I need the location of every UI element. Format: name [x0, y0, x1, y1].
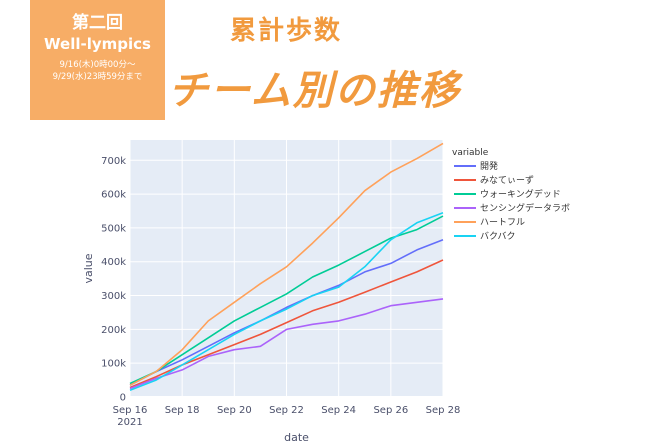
y-tick-label: 700k — [101, 156, 126, 167]
series-line — [129, 239, 444, 386]
y-tick-label: 300k — [101, 291, 126, 302]
headline-secondary: チーム別の推移 — [168, 68, 461, 114]
x-axis-title: date — [284, 431, 309, 444]
legend-label: バクバク — [480, 231, 516, 242]
y-axis-title: value — [82, 253, 95, 283]
series-line — [129, 211, 444, 391]
y-tick-label: 400k — [101, 257, 126, 268]
badge-subtitle: Well-lympics — [44, 35, 151, 53]
event-badge: 第二回 Well-lympics 9/16(木)0時00分〜 9/29(水)23… — [30, 0, 165, 120]
badge-title: 第二回 — [72, 13, 123, 33]
series-line — [129, 298, 444, 390]
badge-date-end: 9/29(水)23時59分まで — [52, 72, 143, 82]
y-tick-label: 200k — [101, 325, 126, 336]
x-tick-label: Sep 18 — [165, 405, 200, 416]
series-line — [129, 215, 444, 385]
x-tick-label: Sep 16 — [113, 405, 148, 416]
x-tick-label: Sep 26 — [373, 405, 408, 416]
legend-label: センシングデータラボ — [480, 202, 570, 214]
x-tick-sublabel: 2021 — [117, 417, 142, 428]
legend-label: ハートフル — [480, 218, 525, 228]
legend-label: 開発 — [480, 160, 498, 172]
x-tick-label: Sep 28 — [426, 405, 461, 416]
x-tick-label: Sep 22 — [269, 405, 304, 416]
y-tick-label: 0 — [120, 393, 126, 404]
legend-label: ウォーキングデッド — [480, 188, 561, 200]
series-line — [129, 142, 444, 386]
x-tick-label: Sep 24 — [321, 405, 356, 416]
y-tick-label: 600k — [101, 190, 126, 201]
y-tick-label: 500k — [101, 223, 126, 234]
x-tick-label: Sep 20 — [217, 405, 252, 416]
headline-primary: 累計歩数 — [230, 16, 343, 46]
legend-label: みなてぃーず — [480, 175, 534, 186]
badge-date-start: 9/16(木)0時00分〜 — [59, 60, 136, 70]
y-tick-label: 100k — [101, 359, 126, 370]
legend-title: variable — [452, 148, 489, 158]
